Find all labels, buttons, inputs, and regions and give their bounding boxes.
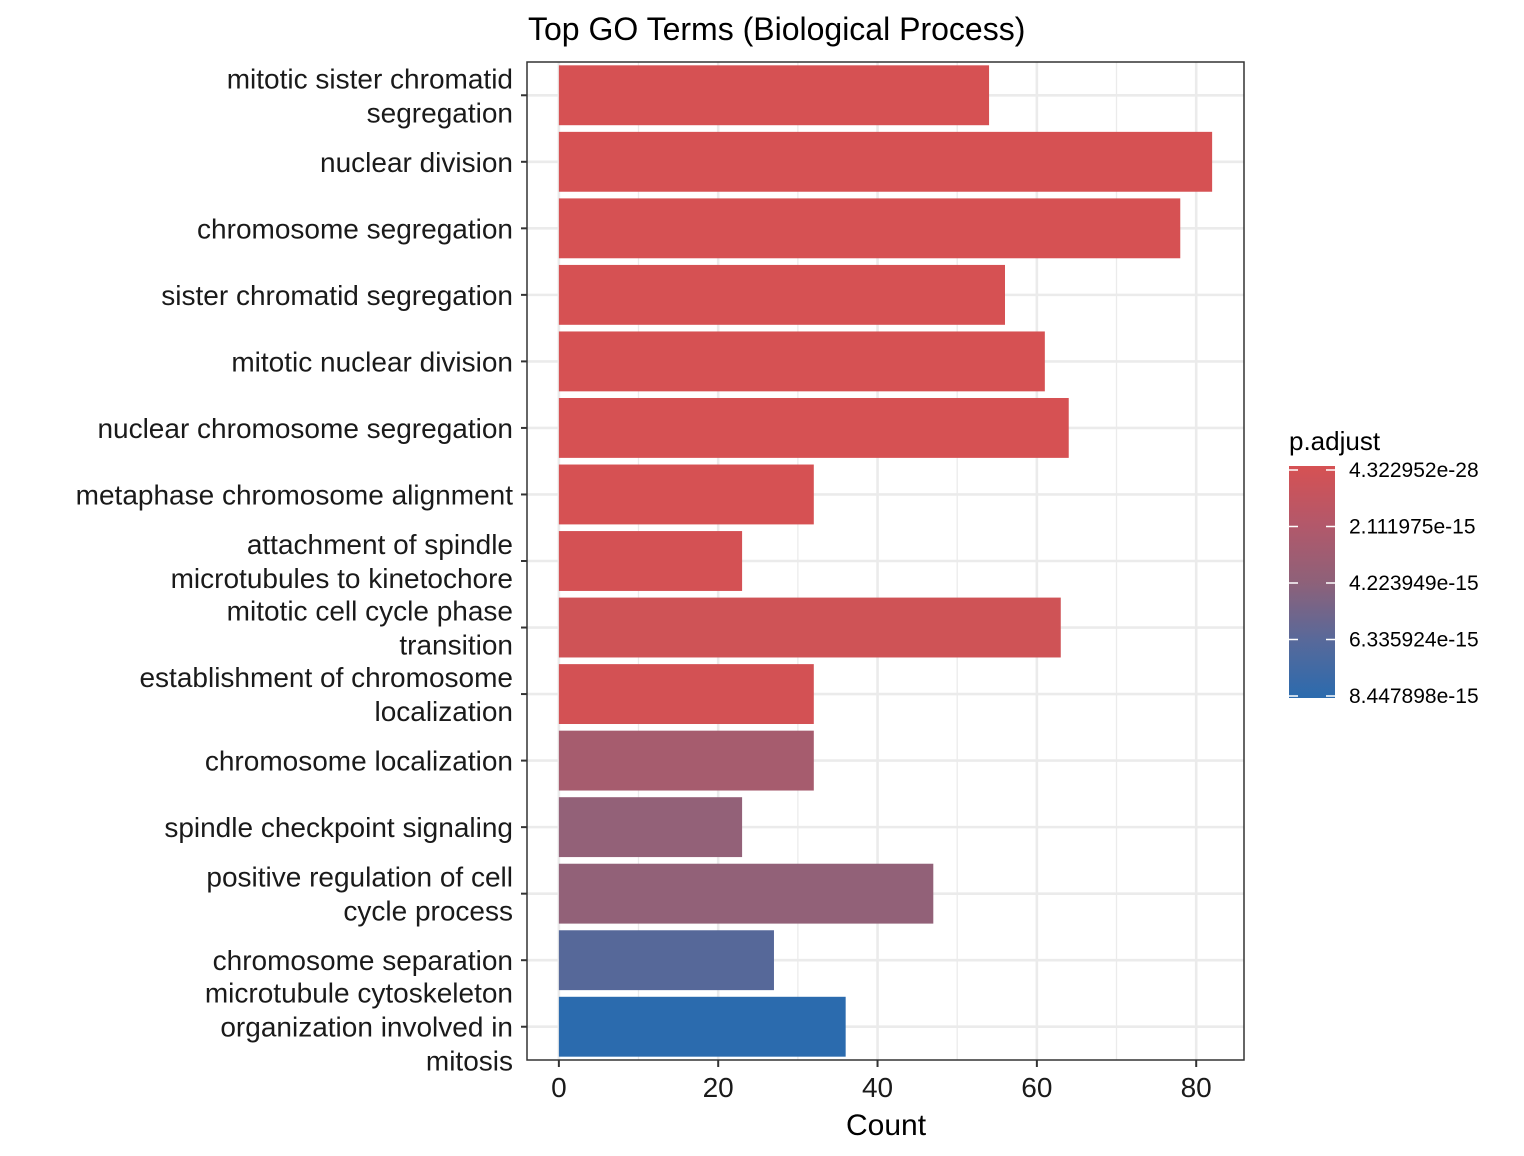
bar — [558, 131, 1213, 192]
y-tick-label: mitotic cell cycle phase transition — [227, 596, 513, 661]
bars — [558, 65, 1213, 1057]
x-axis-label: Count — [846, 1109, 927, 1142]
bar — [558, 664, 814, 725]
legend-ticks: 4.322952e-28 2.111975e-15 4.223949e-15 6.33… — [1289, 459, 1479, 708]
legend-label: 4.322952e-28 — [1349, 459, 1479, 482]
x-tick-label: 60 — [1021, 1072, 1052, 1103]
y-tick-label: attachment of spindle microtubules to kin… — [171, 529, 513, 594]
y-tick-label: nuclear chromosome segregation — [97, 413, 513, 444]
y-tick-label: mitotic nuclear division — [231, 346, 513, 377]
x-tick-label: 0 — [551, 1072, 567, 1103]
bar — [558, 198, 1181, 259]
x-tick-label: 40 — [862, 1072, 893, 1103]
bar — [558, 331, 1045, 392]
y-tick-label: microtubule cytoskeleton organization inv… — [205, 978, 513, 1077]
y-tick-label: sister chromatid segregation — [161, 280, 513, 311]
legend-label: 4.223949e-15 — [1349, 572, 1479, 595]
legend-label: 6.335924e-15 — [1349, 629, 1479, 652]
y-tick-label: establishment of chromosome localization — [139, 662, 513, 727]
legend-label: 2.111975e-15 — [1349, 516, 1476, 539]
legend: p.adjust 4.322952e-28 2.111975e-15 4.22394… — [1289, 426, 1479, 708]
y-tick-label: mitotic sister chromatid segregation — [227, 63, 513, 128]
x-tick-label: 80 — [1181, 1072, 1212, 1103]
y-tick-label: spindle checkpoint signaling — [164, 812, 513, 843]
x-tick-labels: 0 20 40 60 80 — [551, 1060, 1212, 1103]
bar — [558, 65, 990, 126]
legend-label: 8.447898e-15 — [1349, 685, 1479, 708]
bar — [558, 863, 934, 924]
bar — [558, 397, 1069, 458]
bar — [558, 797, 743, 858]
y-tick-label: chromosome localization — [205, 746, 513, 777]
chart-title: Top GO Terms (Biological Process) — [528, 11, 1025, 47]
bar — [558, 730, 814, 791]
legend-title: p.adjust — [1289, 426, 1381, 456]
y-tick-label: nuclear division — [320, 147, 513, 178]
y-tick-label: metaphase chromosome alignment — [76, 479, 514, 510]
bar — [558, 264, 1005, 325]
bar — [558, 464, 814, 525]
y-tick-label: chromosome separation — [213, 945, 513, 976]
bar — [558, 930, 774, 991]
legend-colorbar — [1289, 466, 1335, 698]
bar — [558, 597, 1061, 658]
bar — [558, 531, 743, 591]
y-tick-label: chromosome segregation — [197, 213, 513, 244]
x-tick-label: 20 — [703, 1072, 734, 1103]
bar — [558, 996, 846, 1057]
y-tick-labels: mitotic sister chromatid segregation nucle… — [76, 63, 527, 1077]
y-tick-label: positive regulation of cell cycle process — [206, 862, 513, 927]
